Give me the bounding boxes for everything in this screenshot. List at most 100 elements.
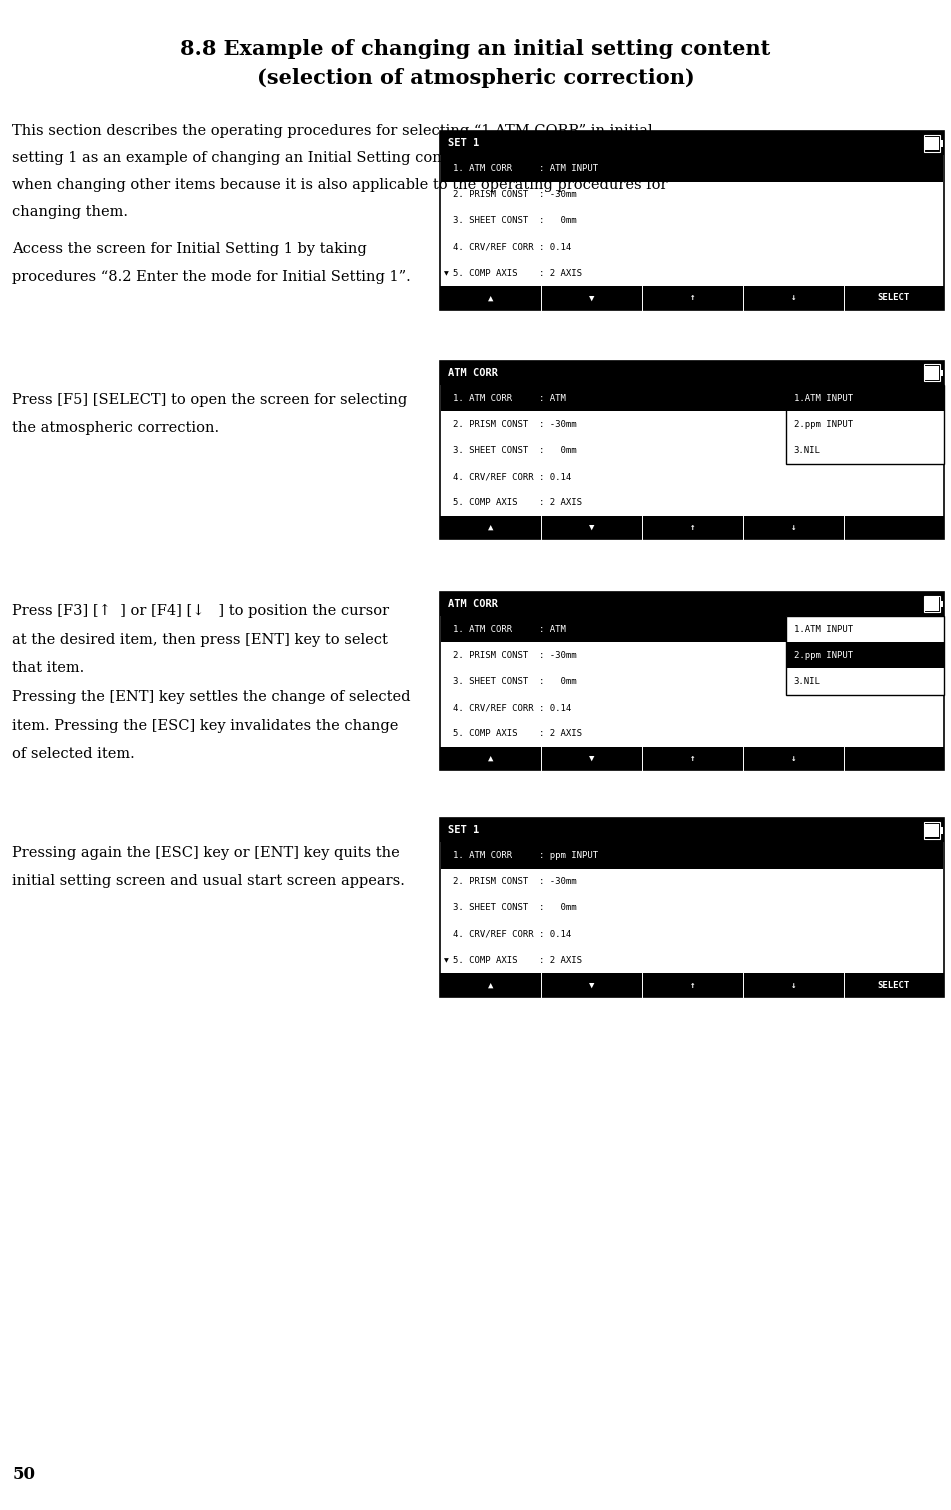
Text: 1.ATM INPUT: 1.ATM INPUT: [793, 394, 853, 403]
Text: ↓: ↓: [790, 980, 796, 989]
Text: Pressing again the [ESC] key or [ENT] key quits the: Pressing again the [ESC] key or [ENT] ke…: [12, 846, 400, 859]
Text: ↓: ↓: [790, 522, 796, 532]
Bar: [924, 364, 941, 382]
Text: ▼: ▼: [589, 753, 594, 763]
Text: 5. COMP AXIS    : 2 AXIS: 5. COMP AXIS : 2 AXIS: [453, 269, 582, 278]
Text: 4. CRV/REF CORR : 0.14: 4. CRV/REF CORR : 0.14: [453, 473, 572, 482]
Bar: [441, 843, 943, 868]
Bar: [441, 156, 943, 181]
Text: item. Pressing the [ESC] key invalidates the change: item. Pressing the [ESC] key invalidates…: [12, 719, 398, 732]
Bar: [440, 287, 944, 310]
Text: when changing other items because it is also applicable to the operating procedu: when changing other items because it is …: [12, 178, 668, 192]
Text: 50: 50: [12, 1466, 35, 1483]
Text: 1. ATM CORR     : ATM: 1. ATM CORR : ATM: [453, 394, 566, 403]
Text: 3.NIL: 3.NIL: [793, 445, 821, 455]
Text: ▼: ▼: [589, 522, 594, 532]
Bar: [941, 601, 942, 607]
Text: 5. COMP AXIS    : 2 AXIS: 5. COMP AXIS : 2 AXIS: [453, 956, 582, 965]
Bar: [440, 592, 944, 616]
Bar: [441, 385, 786, 411]
Bar: [941, 140, 942, 146]
Text: SELECT: SELECT: [878, 980, 910, 989]
Text: 5. COMP AXIS    : 2 AXIS: 5. COMP AXIS : 2 AXIS: [453, 498, 582, 507]
Text: that item.: that item.: [12, 661, 85, 675]
Bar: [941, 827, 942, 834]
Text: ↑: ↑: [689, 522, 695, 532]
Text: changing them.: changing them.: [12, 205, 128, 219]
Text: 3. SHEET CONST  :   0mm: 3. SHEET CONST : 0mm: [453, 216, 576, 225]
Text: 4. CRV/REF CORR : 0.14: 4. CRV/REF CORR : 0.14: [453, 704, 572, 713]
Text: of selected item.: of selected item.: [12, 747, 135, 761]
Bar: [925, 824, 939, 837]
Text: 1. ATM CORR     : ATM: 1. ATM CORR : ATM: [453, 625, 566, 634]
Bar: [924, 595, 941, 613]
Bar: [786, 385, 944, 464]
Text: ↑: ↑: [689, 753, 695, 763]
Text: ▲: ▲: [488, 980, 494, 989]
Text: 1.ATM INPUT: 1.ATM INPUT: [793, 625, 853, 634]
Bar: [925, 367, 939, 379]
Text: (selection of atmospheric correction): (selection of atmospheric correction): [257, 68, 694, 88]
Text: 1. ATM CORR     : ppm INPUT: 1. ATM CORR : ppm INPUT: [453, 852, 598, 861]
Text: 4. CRV/REF CORR : 0.14: 4. CRV/REF CORR : 0.14: [453, 930, 572, 939]
Bar: [440, 747, 944, 770]
Text: the atmospheric correction.: the atmospheric correction.: [12, 421, 220, 435]
Text: 2. PRISM CONST  : -30mm: 2. PRISM CONST : -30mm: [453, 877, 576, 886]
Text: ▼: ▼: [589, 980, 594, 989]
Text: ATM CORR: ATM CORR: [448, 368, 498, 378]
Text: ▲: ▲: [488, 753, 494, 763]
Bar: [440, 361, 944, 385]
Text: Press [F5] [SELECT] to open the screen for selecting: Press [F5] [SELECT] to open the screen f…: [12, 393, 408, 406]
Text: ↑: ↑: [689, 980, 695, 989]
Text: 5. COMP AXIS    : 2 AXIS: 5. COMP AXIS : 2 AXIS: [453, 729, 582, 738]
Bar: [786, 385, 944, 411]
Text: ATM CORR: ATM CORR: [448, 599, 498, 609]
Bar: [440, 592, 944, 770]
Bar: [924, 134, 941, 153]
Text: SELECT: SELECT: [878, 293, 910, 302]
Bar: [924, 821, 941, 840]
Bar: [925, 137, 939, 149]
Text: 4. CRV/REF CORR : 0.14: 4. CRV/REF CORR : 0.14: [453, 243, 572, 252]
Text: ↑: ↑: [689, 293, 695, 302]
Text: 2. PRISM CONST  : -30mm: 2. PRISM CONST : -30mm: [453, 420, 576, 429]
Text: 3. SHEET CONST  :   0mm: 3. SHEET CONST : 0mm: [453, 445, 576, 455]
Text: 8.8 Example of changing an initial setting content: 8.8 Example of changing an initial setti…: [181, 39, 770, 59]
Text: This section describes the operating procedures for selecting “1.ATM CORR” in in: This section describes the operating pro…: [12, 124, 653, 137]
Text: 2. PRISM CONST  : -30mm: 2. PRISM CONST : -30mm: [453, 651, 576, 660]
Text: ↓: ↓: [790, 293, 796, 302]
Text: ↓: ↓: [790, 753, 796, 763]
Text: ▲: ▲: [488, 522, 494, 532]
Bar: [440, 131, 944, 310]
Text: setting 1 as an example of changing an Initial Setting content. Use this example: setting 1 as an example of changing an I…: [12, 151, 719, 165]
Text: SET 1: SET 1: [448, 826, 479, 835]
Bar: [440, 131, 944, 156]
Text: 2.ppm INPUT: 2.ppm INPUT: [793, 651, 853, 660]
Text: 3.NIL: 3.NIL: [793, 676, 821, 686]
Text: initial setting screen and usual start screen appears.: initial setting screen and usual start s…: [12, 874, 405, 888]
Text: at the desired item, then press [ENT] key to select: at the desired item, then press [ENT] ke…: [12, 633, 388, 646]
Text: 2.ppm INPUT: 2.ppm INPUT: [793, 420, 853, 429]
Text: ▼: ▼: [589, 293, 594, 302]
Bar: [440, 974, 944, 997]
Bar: [786, 642, 944, 669]
Bar: [925, 598, 939, 610]
Text: 2. PRISM CONST  : -30mm: 2. PRISM CONST : -30mm: [453, 190, 576, 199]
Bar: [440, 361, 944, 539]
Bar: [440, 818, 944, 843]
Text: 3. SHEET CONST  :   0mm: 3. SHEET CONST : 0mm: [453, 676, 576, 686]
Text: 3. SHEET CONST  :   0mm: 3. SHEET CONST : 0mm: [453, 903, 576, 912]
Text: Press [F3] [↑  ] or [F4] [↓   ] to position the cursor: Press [F3] [↑ ] or [F4] [↓ ] to position…: [12, 604, 390, 618]
Text: procedures “8.2 Enter the mode for Initial Setting 1”.: procedures “8.2 Enter the mode for Initi…: [12, 270, 411, 284]
Bar: [441, 616, 786, 642]
Text: ▼: ▼: [444, 957, 449, 963]
Text: 1. ATM CORR     : ATM INPUT: 1. ATM CORR : ATM INPUT: [453, 165, 598, 174]
Bar: [440, 818, 944, 997]
Text: SET 1: SET 1: [448, 139, 479, 148]
Text: ▲: ▲: [488, 293, 494, 302]
Text: Pressing the [ENT] key settles the change of selected: Pressing the [ENT] key settles the chang…: [12, 690, 411, 704]
Bar: [941, 370, 942, 376]
Text: Access the screen for Initial Setting 1 by taking: Access the screen for Initial Setting 1 …: [12, 242, 367, 255]
Text: ▼: ▼: [444, 270, 449, 276]
Bar: [786, 616, 944, 695]
